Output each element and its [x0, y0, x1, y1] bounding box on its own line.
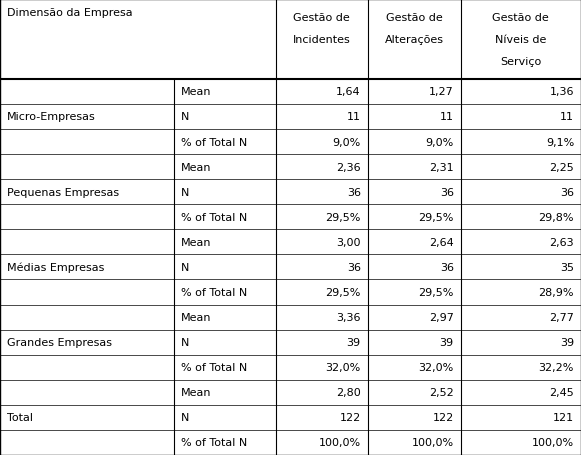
- Text: 100,0%: 100,0%: [411, 438, 454, 447]
- Text: N: N: [181, 413, 189, 422]
- Text: 2,77: 2,77: [549, 313, 574, 322]
- Text: 1,27: 1,27: [429, 87, 454, 97]
- Text: 2,25: 2,25: [549, 162, 574, 172]
- Text: Gestão de: Gestão de: [293, 13, 350, 22]
- Text: 11: 11: [440, 112, 454, 122]
- Text: N: N: [181, 187, 189, 197]
- Text: 39: 39: [347, 338, 361, 347]
- Text: 35: 35: [560, 263, 574, 272]
- Text: Médias Empresas: Médias Empresas: [7, 262, 105, 273]
- Text: 1,64: 1,64: [336, 87, 361, 97]
- Text: 9,0%: 9,0%: [425, 137, 454, 147]
- Text: 9,1%: 9,1%: [546, 137, 574, 147]
- Text: 11: 11: [560, 112, 574, 122]
- Text: 36: 36: [347, 263, 361, 272]
- Text: 2,36: 2,36: [336, 162, 361, 172]
- Text: 36: 36: [440, 187, 454, 197]
- Text: 32,0%: 32,0%: [418, 363, 454, 372]
- Text: 2,45: 2,45: [549, 388, 574, 397]
- Text: Gestão de: Gestão de: [493, 13, 549, 22]
- Text: Incidentes: Incidentes: [293, 35, 351, 45]
- Text: Serviço: Serviço: [500, 57, 541, 67]
- Text: 2,97: 2,97: [429, 313, 454, 322]
- Text: 36: 36: [560, 187, 574, 197]
- Text: % of Total N: % of Total N: [181, 137, 248, 147]
- Text: 2,52: 2,52: [429, 388, 454, 397]
- Text: Total: Total: [7, 413, 33, 422]
- Text: 100,0%: 100,0%: [532, 438, 574, 447]
- Text: 2,80: 2,80: [336, 388, 361, 397]
- Text: % of Total N: % of Total N: [181, 288, 248, 297]
- Text: 29,5%: 29,5%: [418, 288, 454, 297]
- Text: % of Total N: % of Total N: [181, 438, 248, 447]
- Text: 100,0%: 100,0%: [318, 438, 361, 447]
- Text: Mean: Mean: [181, 87, 211, 97]
- Text: 9,0%: 9,0%: [332, 137, 361, 147]
- Text: 29,5%: 29,5%: [325, 288, 361, 297]
- Text: Micro-Empresas: Micro-Empresas: [7, 112, 96, 122]
- Text: 32,2%: 32,2%: [539, 363, 574, 372]
- Text: 3,00: 3,00: [336, 238, 361, 247]
- Text: N: N: [181, 338, 189, 347]
- Text: 122: 122: [339, 413, 361, 422]
- Text: Pequenas Empresas: Pequenas Empresas: [7, 187, 119, 197]
- Text: Alterações: Alterações: [385, 35, 444, 45]
- Text: Mean: Mean: [181, 388, 211, 397]
- Text: 36: 36: [347, 187, 361, 197]
- Text: 2,63: 2,63: [550, 238, 574, 247]
- Text: 28,9%: 28,9%: [539, 288, 574, 297]
- Text: 2,64: 2,64: [429, 238, 454, 247]
- Text: N: N: [181, 263, 189, 272]
- Text: 36: 36: [440, 263, 454, 272]
- Text: 3,36: 3,36: [336, 313, 361, 322]
- Text: 2,31: 2,31: [429, 162, 454, 172]
- Text: % of Total N: % of Total N: [181, 363, 248, 372]
- Text: 39: 39: [440, 338, 454, 347]
- Text: 29,8%: 29,8%: [539, 212, 574, 222]
- Text: Gestão de: Gestão de: [386, 13, 443, 22]
- Text: Mean: Mean: [181, 162, 211, 172]
- Text: 32,0%: 32,0%: [325, 363, 361, 372]
- Text: Mean: Mean: [181, 238, 211, 247]
- Text: % of Total N: % of Total N: [181, 212, 248, 222]
- Text: 29,5%: 29,5%: [418, 212, 454, 222]
- Text: Níveis de: Níveis de: [495, 35, 547, 45]
- Text: 39: 39: [560, 338, 574, 347]
- Text: 11: 11: [347, 112, 361, 122]
- Text: 121: 121: [553, 413, 574, 422]
- Text: 122: 122: [432, 413, 454, 422]
- Text: N: N: [181, 112, 189, 122]
- Text: Dimensão da Empresa: Dimensão da Empresa: [7, 8, 132, 18]
- Text: 1,36: 1,36: [550, 87, 574, 97]
- Text: Grandes Empresas: Grandes Empresas: [7, 338, 112, 347]
- Text: 29,5%: 29,5%: [325, 212, 361, 222]
- Text: Mean: Mean: [181, 313, 211, 322]
